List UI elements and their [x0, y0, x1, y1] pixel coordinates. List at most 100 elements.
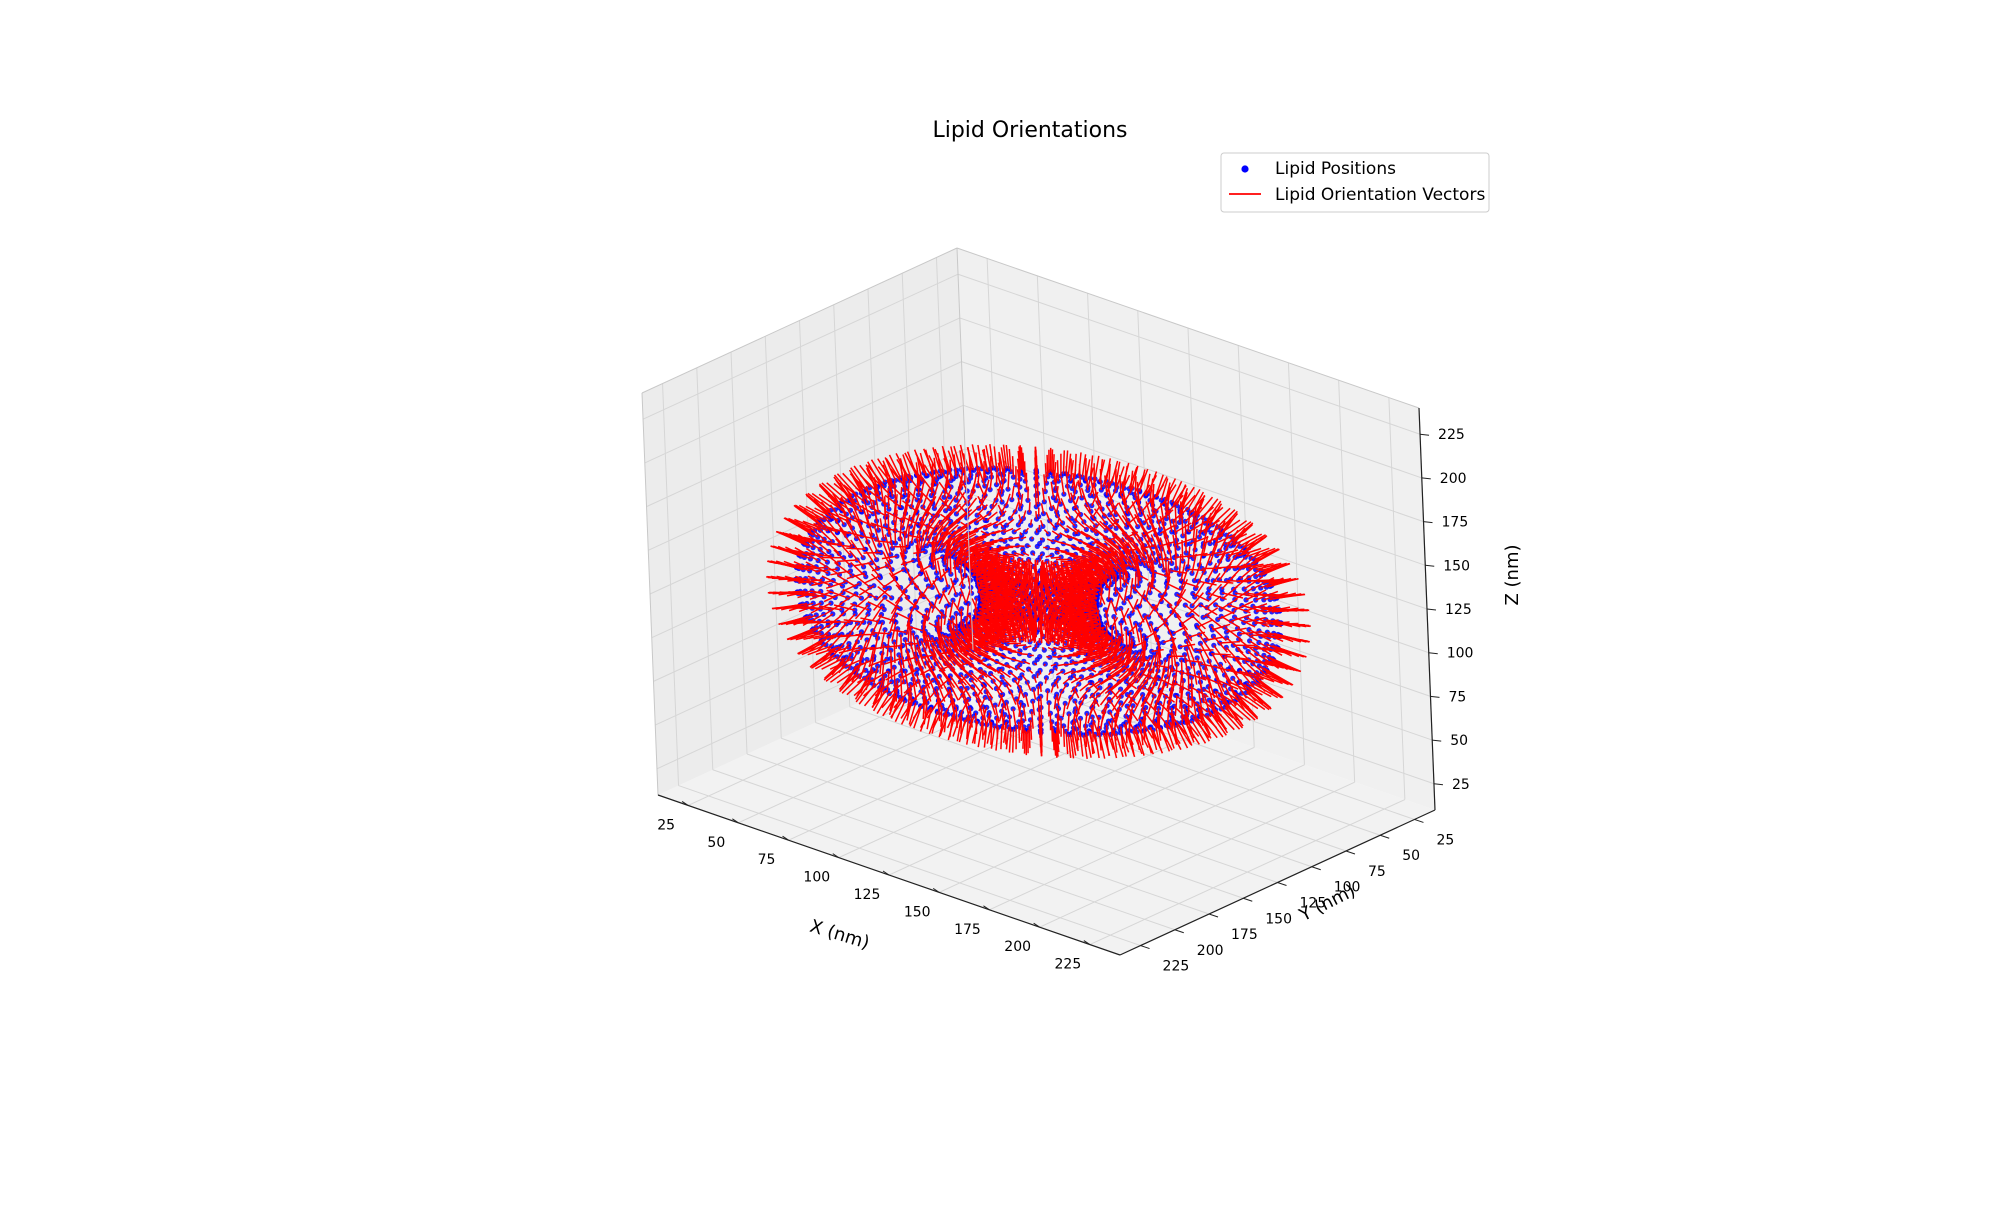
orientation-vector	[1058, 709, 1059, 725]
orientation-vector	[980, 570, 1006, 571]
orientation-vector	[950, 553, 951, 574]
orientation-vector	[1047, 455, 1048, 477]
orientation-vector	[1032, 537, 1033, 539]
orientation-vector	[1036, 642, 1037, 646]
orientation-vector	[976, 611, 977, 632]
orientation-vector	[1025, 730, 1026, 753]
orientation-vector	[964, 540, 971, 541]
orientation-vector	[911, 628, 912, 649]
orientation-vector	[1031, 519, 1032, 525]
orientation-vector	[1052, 722, 1053, 742]
orientation-vector	[939, 617, 940, 638]
lipid-position-point	[857, 581, 862, 586]
orientation-vector	[1041, 583, 1042, 595]
orientation-vector	[1044, 664, 1045, 666]
orientation-vector	[1029, 502, 1030, 512]
orientation-vector	[923, 693, 924, 714]
orientation-vector	[1001, 597, 1002, 614]
orientation-vector	[1040, 670, 1041, 674]
orientation-vector	[1086, 618, 1087, 639]
orientation-vector	[1008, 546, 1019, 547]
orientation-vector	[891, 650, 892, 671]
orientation-vector	[911, 684, 912, 705]
orientation-vector	[1051, 557, 1061, 558]
orientation-vector	[1058, 621, 1059, 644]
orientation-vector	[1036, 495, 1037, 507]
orientation-vector	[1020, 654, 1028, 655]
orientation-vector	[979, 561, 1003, 562]
orientation-vector	[950, 460, 951, 481]
orientation-vector	[991, 602, 992, 621]
orientation-vector	[1052, 615, 1053, 637]
orientation-vector	[1025, 576, 1026, 586]
orientation-vector	[1066, 600, 1094, 601]
orientation-vector	[1064, 726, 1065, 747]
lipid-position-point	[1020, 547, 1025, 552]
orientation-vector	[1041, 696, 1042, 708]
orientation-vector	[991, 548, 1008, 549]
orientation-vector	[1029, 726, 1030, 748]
orientation-vector	[1045, 616, 1046, 638]
orientation-vector	[1025, 461, 1026, 481]
orientation-vector	[961, 609, 962, 629]
orientation-vector	[917, 539, 918, 560]
orientation-vector	[997, 610, 998, 631]
orientation-vector	[888, 513, 889, 534]
orientation-vector	[927, 543, 938, 544]
orientation-vector	[802, 568, 826, 569]
orientation-vector	[1041, 571, 1042, 579]
orientation-vector	[790, 566, 816, 567]
orientation-vector	[1008, 472, 1009, 489]
orientation-vector	[1047, 691, 1048, 701]
orientation-vector	[1036, 529, 1037, 533]
orientation-vector	[1112, 720, 1113, 740]
orientation-vector	[1069, 654, 1086, 655]
orientation-vector	[1040, 557, 1041, 561]
orientation-vector	[1041, 708, 1042, 724]
orientation-vector	[976, 713, 977, 734]
orientation-vector	[956, 707, 957, 728]
orientation-vector	[1080, 718, 1081, 737]
orientation-vector	[1046, 463, 1047, 483]
orientation-vector	[901, 635, 902, 656]
orientation-vector	[1023, 563, 1024, 569]
orientation-vector	[1067, 603, 1096, 604]
orientation-vector	[941, 705, 942, 727]
orientation-vector	[1013, 456, 1014, 477]
orientation-vector	[1053, 634, 1054, 640]
orientation-vector	[941, 612, 942, 632]
orientation-vector	[1029, 607, 1030, 627]
orientation-vector	[1041, 684, 1042, 692]
orientation-vector	[1058, 460, 1059, 481]
orientation-vector	[1068, 714, 1069, 731]
orientation-vector	[1001, 541, 1005, 542]
orientation-vector	[1013, 729, 1014, 752]
orientation-vector	[1052, 449, 1053, 472]
orientation-vector	[1053, 454, 1054, 476]
orientation-vector	[864, 553, 881, 554]
orientation-vector	[1017, 546, 1024, 547]
orientation-vector	[894, 642, 895, 663]
orientation-vector	[961, 712, 962, 734]
orientation-vector	[1019, 722, 1020, 743]
orientation-vector	[1064, 450, 1065, 473]
orientation-vector	[933, 463, 934, 484]
orientation-vector	[997, 718, 998, 739]
lipid-position-point	[859, 596, 864, 601]
axis-panes	[642, 248, 1435, 955]
orientation-vector	[901, 676, 902, 697]
orientation-vector	[885, 496, 886, 517]
orientation-vector	[1019, 610, 1020, 631]
orientation-vector	[1027, 546, 1031, 547]
orientation-vector	[1120, 569, 1121, 590]
orientation-vector	[1046, 657, 1050, 658]
orientation-vector	[956, 614, 957, 635]
orientation-vector	[1031, 720, 1032, 740]
orientation-vector	[894, 667, 895, 688]
orientation-vector	[1016, 645, 1026, 646]
orientation-vector	[1031, 613, 1032, 635]
orientation-vector	[1107, 725, 1108, 746]
orientation-vector	[1041, 594, 1042, 610]
